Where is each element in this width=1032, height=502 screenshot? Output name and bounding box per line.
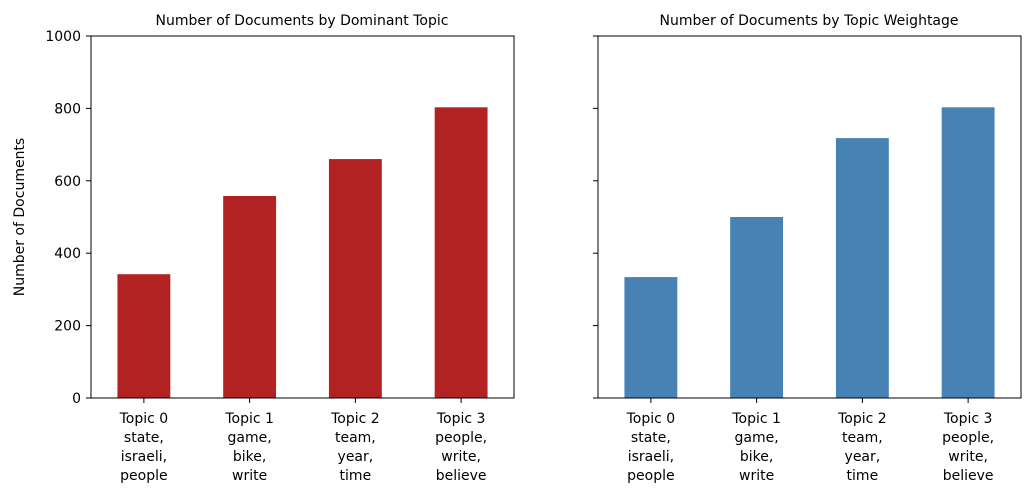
- x-tick-label-line: game,: [228, 430, 272, 446]
- x-tick-label-line: believe: [436, 468, 487, 484]
- chart-panel-topic-weightage: Number of Documents by Topic Weightage T…: [593, 13, 1022, 484]
- chart-title: Number of Documents by Dominant Topic: [156, 13, 449, 29]
- x-tick-label-line: write: [232, 468, 267, 484]
- x-tick-label-line: time: [340, 468, 372, 484]
- bar: [941, 107, 995, 399]
- x-tick-label-line: people,: [942, 430, 994, 446]
- y-tick-label: 600: [54, 174, 81, 190]
- bar: [328, 159, 382, 398]
- y-tick-label: 400: [54, 246, 81, 262]
- x-tick-label-line: Topic 2: [330, 411, 380, 427]
- x-tick-label-line: bike,: [740, 449, 773, 465]
- bar: [835, 138, 889, 399]
- x-tick-label-line: team,: [335, 430, 376, 446]
- plot-frame: [597, 35, 1022, 399]
- y-tick-label: 800: [54, 101, 81, 117]
- x-tick-label-line: bike,: [233, 449, 266, 465]
- y-tick-label: 0: [72, 391, 81, 407]
- x-tick-label-line: team,: [842, 430, 883, 446]
- x-tick-label: Topic 3 people, write, believe: [942, 411, 994, 484]
- x-tick-label-line: Topic 3: [436, 411, 486, 427]
- chart-title: Number of Documents by Topic Weightage: [659, 13, 958, 29]
- x-tick-label-line: Topic 2: [837, 411, 887, 427]
- x-tick-label: Topic 2 team, year, time: [330, 411, 380, 484]
- bar: [434, 107, 488, 399]
- x-tick-label-line: believe: [943, 468, 994, 484]
- y-ticks: 0 200 400 600 800 1000: [45, 29, 91, 407]
- bars: [117, 107, 488, 399]
- x-tick-label-line: people: [627, 468, 674, 484]
- bar: [730, 217, 784, 398]
- x-tick-label-line: Topic 3: [943, 411, 993, 427]
- y-axis-label: Number of Documents: [12, 138, 28, 296]
- x-tick-label: Topic 1 game, bike, write: [224, 411, 274, 484]
- bars: [624, 107, 995, 399]
- x-ticks: Topic 0 state, israeli, people Topic 1 game, b…: [119, 398, 487, 484]
- bar: [117, 274, 171, 398]
- x-tick-label: Topic 2 team, year, time: [837, 411, 887, 484]
- x-tick-label-line: write: [739, 468, 774, 484]
- x-tick-label-line: game,: [735, 430, 779, 446]
- x-tick-label: Topic 0 state, israeli, people: [626, 411, 676, 484]
- x-tick-label-line: write,: [441, 449, 481, 465]
- x-tick-label-line: people,: [435, 430, 487, 446]
- x-tick-label-line: year,: [845, 449, 881, 465]
- x-tick-label-line: year,: [338, 449, 374, 465]
- x-tick-label-line: time: [847, 468, 879, 484]
- x-tick-label-line: people: [120, 468, 167, 484]
- x-tick-label-line: Topic 0: [626, 411, 676, 427]
- chart-panel-dominant-topic: Number of Documents by Dominant Topic Nu…: [12, 13, 515, 484]
- y-tick-label: 200: [54, 319, 81, 335]
- plot-frame: [90, 35, 515, 399]
- y-tick-label: 1000: [45, 29, 81, 45]
- x-tick-label: Topic 1 game, bike, write: [731, 411, 781, 484]
- x-tick-label-line: write,: [948, 449, 988, 465]
- x-tick-label-line: israeli,: [121, 449, 167, 465]
- x-tick-label-line: israeli,: [628, 449, 674, 465]
- x-tick-label: Topic 0 state, israeli, people: [119, 411, 169, 484]
- x-ticks: Topic 0 state, israeli, people Topic 1 game, b…: [626, 398, 994, 484]
- x-tick-label-line: Topic 1: [224, 411, 274, 427]
- y-ticks: [593, 35, 598, 399]
- bar: [624, 277, 678, 398]
- x-tick-label-line: Topic 0: [119, 411, 169, 427]
- x-tick-label-line: state,: [124, 430, 164, 446]
- x-tick-label: Topic 3 people, write, believe: [435, 411, 487, 484]
- x-tick-label-line: state,: [631, 430, 671, 446]
- bar: [223, 196, 277, 398]
- x-tick-label-line: Topic 1: [731, 411, 781, 427]
